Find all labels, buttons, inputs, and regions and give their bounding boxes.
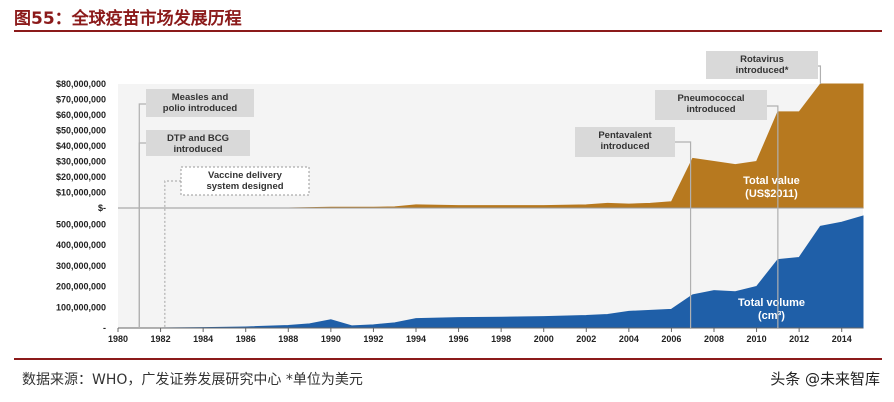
x-tick-label: 2002 bbox=[576, 334, 596, 344]
value-ytick-label: $40,000,000 bbox=[56, 141, 106, 151]
volume-ytick-label: 300,000,000 bbox=[56, 261, 106, 271]
value-ytick-label: $80,000,000 bbox=[56, 79, 106, 89]
x-tick-label: 2010 bbox=[747, 334, 767, 344]
x-tick-label: 2014 bbox=[832, 334, 852, 344]
annotation-text: system designed bbox=[206, 181, 283, 192]
x-tick-label: 1994 bbox=[406, 334, 426, 344]
x-tick-label: 2006 bbox=[661, 334, 681, 344]
annotation-text: polio introduced bbox=[163, 103, 238, 114]
annotation-leader-line bbox=[675, 141, 692, 328]
annotation-box bbox=[706, 51, 818, 79]
annotation-box bbox=[146, 89, 254, 117]
annotation-box bbox=[180, 166, 310, 196]
title-rule bbox=[14, 30, 882, 32]
value-ytick-label: $50,000,000 bbox=[56, 126, 106, 136]
x-tick-label: 1992 bbox=[363, 334, 383, 344]
x-tick-label: 1998 bbox=[491, 334, 511, 344]
annotation-leader-line bbox=[164, 180, 181, 328]
x-tick-label: 2008 bbox=[704, 334, 724, 344]
volume-ytick-label: 100,000,000 bbox=[56, 302, 106, 312]
annotation-text: introduced* bbox=[736, 65, 789, 76]
annotation-text: Measles and bbox=[172, 92, 229, 103]
x-tick-label: 1988 bbox=[278, 334, 298, 344]
x-tick-label: 2000 bbox=[534, 334, 554, 344]
x-tick-label: 1982 bbox=[151, 334, 171, 344]
x-tick-label: 1990 bbox=[321, 334, 341, 344]
annotation-leader-line bbox=[138, 142, 146, 328]
value-ytick-label: $70,000,000 bbox=[56, 95, 106, 105]
value-ytick-label: $- bbox=[98, 203, 106, 213]
annotation-box bbox=[146, 130, 250, 156]
value-ytick-label: $60,000,000 bbox=[56, 110, 106, 120]
x-tick-label: 1984 bbox=[193, 334, 213, 344]
footer-rule bbox=[14, 358, 882, 360]
volume-ytick-label: 200,000,000 bbox=[56, 282, 106, 292]
annotation-text: DTP and BCG bbox=[167, 133, 229, 144]
value-ytick-label: $20,000,000 bbox=[56, 172, 106, 182]
x-tick-label: 2012 bbox=[789, 334, 809, 344]
annotation-text: Pentavalent bbox=[598, 130, 652, 141]
value-ytick-label: $30,000,000 bbox=[56, 157, 106, 167]
volume-series-label: Total volume bbox=[738, 297, 805, 309]
annotation-box bbox=[655, 90, 767, 120]
annotation-text: introduced bbox=[686, 104, 735, 115]
x-tick-label: 1986 bbox=[236, 334, 256, 344]
watermark: 头条 @未来智库 bbox=[770, 370, 880, 388]
volume-ytick-label: - bbox=[103, 323, 106, 333]
value-ytick-label: $10,000,000 bbox=[56, 188, 106, 198]
value-series-label: Total value bbox=[743, 175, 800, 187]
annotation-text: Rotavirus bbox=[740, 54, 784, 65]
annotation-text: introduced bbox=[600, 141, 649, 152]
x-tick-label: 1996 bbox=[449, 334, 469, 344]
volume-series-label: (cm³) bbox=[758, 310, 785, 322]
value-series-label: (US$2011) bbox=[745, 188, 798, 200]
annotation-leader-line bbox=[818, 65, 822, 84]
annotation-box bbox=[575, 127, 675, 157]
vaccine-market-chart: $80,000,000 $70,000,000 $60,000,000 $50,000… bbox=[56, 51, 864, 344]
volume-ytick-label: 500,000,000 bbox=[56, 219, 106, 229]
annotation-leader-line bbox=[767, 105, 779, 328]
x-tick-label: 1980 bbox=[108, 334, 128, 344]
source-note: 数据来源：WHO，广发证券发展研究中心 *单位为美元 bbox=[22, 372, 363, 388]
figure-title: 图55：全球疫苗市场发展历程 bbox=[14, 9, 242, 29]
volume-ytick-label: 400,000,000 bbox=[56, 240, 106, 250]
volume-area bbox=[118, 215, 864, 329]
annotation-text: introduced bbox=[173, 144, 222, 155]
annotation-text: Pneumococcal bbox=[677, 93, 744, 104]
annotation-text: Vaccine delivery bbox=[208, 170, 283, 181]
x-tick-label: 2004 bbox=[619, 334, 639, 344]
